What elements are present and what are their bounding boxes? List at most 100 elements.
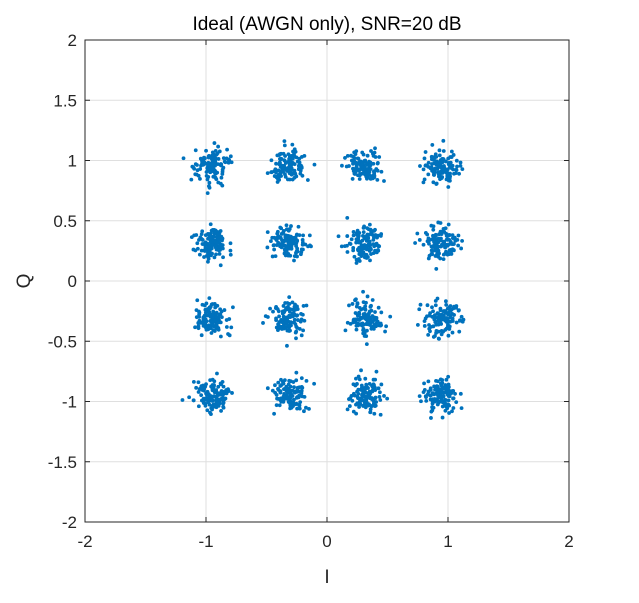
scatter-point (284, 388, 289, 393)
scatter-point (349, 153, 353, 158)
scatter-point (428, 386, 433, 391)
scatter-point (434, 182, 439, 186)
scatter-point (429, 393, 433, 398)
scatter-point (225, 147, 229, 152)
scatter-point (206, 167, 210, 172)
y-axis-label: Q (14, 274, 35, 289)
scatter-point (206, 160, 211, 165)
scatter-point (351, 229, 356, 234)
y-tick-label: -1 (62, 393, 77, 412)
scatter-point (431, 227, 436, 232)
scatter-point (282, 247, 287, 252)
scatter-point (361, 326, 366, 331)
scatter-point (193, 325, 197, 330)
scatter-point (426, 172, 431, 177)
scatter-point (448, 178, 452, 183)
scatter-point (274, 393, 279, 397)
scatter-point (294, 324, 299, 329)
scatter-point (194, 308, 199, 313)
scatter-point (209, 406, 214, 411)
scatter-point (425, 232, 430, 237)
scatter-point (274, 316, 278, 321)
scatter-point (283, 326, 287, 330)
scatter-point (196, 380, 201, 385)
scatter-point (354, 327, 359, 332)
scatter-point (438, 399, 443, 404)
scatter-point (212, 230, 216, 235)
scatter-point (203, 246, 208, 250)
scatter-point (355, 302, 360, 306)
scatter-point (214, 235, 219, 240)
scatter-point (206, 256, 211, 261)
scatter-point (284, 318, 288, 323)
scatter-point (200, 238, 205, 242)
scatter-point (378, 412, 383, 417)
scatter-point (282, 394, 287, 399)
scatter-point (364, 322, 369, 327)
scatter-point (231, 305, 235, 310)
scatter-point (352, 254, 357, 259)
scatter-point (295, 385, 300, 390)
scatter-point (446, 324, 450, 329)
scatter-point (281, 230, 286, 235)
x-tick-label: 1 (443, 532, 452, 551)
scatter-point (368, 304, 373, 309)
scatter-point (281, 167, 285, 172)
scatter-point (282, 378, 287, 383)
scatter-point (191, 398, 196, 403)
scatter-point (438, 308, 443, 313)
scatter-point (433, 399, 437, 404)
scatter-point (441, 394, 446, 399)
scatter-point (214, 405, 219, 410)
scatter-point (449, 391, 454, 396)
scatter-point (214, 388, 219, 392)
scatter-point (367, 248, 372, 253)
scatter-point (448, 171, 452, 176)
scatter-point (442, 316, 447, 321)
scatter-point (436, 236, 441, 241)
scatter-point (429, 154, 434, 159)
scatter-point (457, 308, 461, 313)
scatter-point (367, 242, 372, 247)
scatter-point (197, 252, 202, 257)
scatter-point (291, 236, 296, 240)
scatter-point (211, 384, 216, 389)
scatter-point (450, 233, 455, 238)
scatter-point (446, 222, 451, 227)
scatter-point (301, 328, 306, 333)
scatter-point (229, 325, 234, 330)
scatter-point (204, 148, 208, 153)
scatter-point (366, 227, 371, 232)
scatter-point (444, 249, 448, 254)
scatter-point (373, 233, 378, 237)
scatter-point (374, 241, 379, 246)
scatter-point (296, 318, 300, 322)
scatter-point (228, 241, 233, 246)
scatter-point (219, 409, 223, 413)
scatter-point (430, 305, 434, 310)
scatter-point (446, 398, 451, 403)
scatter-point (284, 223, 289, 228)
chart-title: Ideal (AWGN only), SNR=20 dB (192, 14, 461, 35)
scatter-point (307, 406, 311, 411)
scatter-point (279, 377, 283, 382)
scatter-point (194, 385, 199, 390)
scatter-point (444, 170, 449, 175)
scatter-point (200, 158, 204, 163)
scatter-point (447, 233, 452, 237)
scatter-point (445, 237, 450, 242)
scatter-point (459, 246, 464, 251)
scatter-point (361, 250, 366, 255)
scatter-point (418, 302, 423, 307)
scatter-point (374, 369, 379, 374)
scatter-point (212, 329, 217, 333)
scatter-point (296, 395, 301, 400)
scatter-point (294, 313, 299, 318)
scatter-point (447, 411, 451, 415)
scatter-point (355, 389, 359, 394)
scatter-point (265, 245, 270, 250)
scatter-point (292, 154, 297, 159)
scatter-point (282, 139, 287, 144)
scatter-point (285, 245, 290, 250)
scatter-point (299, 311, 303, 316)
